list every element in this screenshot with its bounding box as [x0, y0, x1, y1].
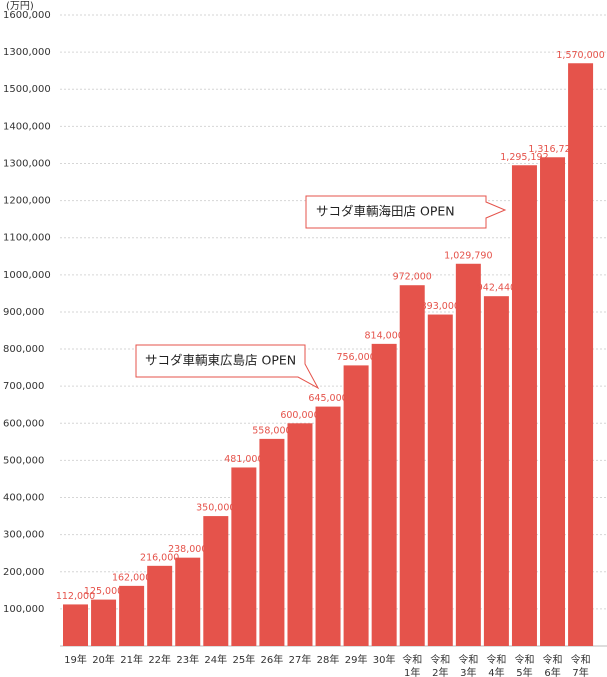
callout-box — [305, 195, 507, 229]
value-label: 162,000 — [112, 572, 151, 583]
value-label: 972,000 — [393, 272, 432, 283]
bar — [147, 565, 173, 646]
bar — [343, 365, 369, 646]
value-label: 125,000 — [84, 586, 123, 597]
y-tick-label: 1300,000 — [3, 158, 51, 169]
annotation: サコダ車輌東広島店 OPEN — [145, 353, 296, 368]
bar — [63, 604, 88, 646]
x-tick-line: 7年 — [572, 666, 588, 677]
value-label: 216,000 — [140, 552, 179, 563]
x-tick-line: 令和 — [458, 653, 478, 666]
bar — [427, 314, 453, 646]
value-label: 893,000 — [421, 301, 460, 312]
bar — [175, 557, 201, 646]
y-tick-label: 1200,000 — [3, 196, 51, 207]
x-tick-label: 令和 2年 — [430, 653, 450, 677]
y-tick-label: 900,000 — [3, 307, 44, 318]
x-tick-line: 5年 — [516, 666, 532, 677]
x-tick-line: 2年 — [432, 666, 448, 677]
y-tick-label: 200,000 — [3, 567, 44, 578]
x-tick-label: 27年 — [289, 653, 312, 666]
x-tick-label: 22年 — [148, 653, 171, 666]
y-tick-label: 100,000 — [3, 604, 44, 615]
y-tick-label: 700,000 — [3, 381, 44, 392]
value-label: 942,440 — [477, 283, 516, 294]
bar — [540, 157, 566, 646]
x-tick-line: 3年 — [460, 666, 476, 677]
x-tick-label: 令和 1年 — [402, 653, 422, 677]
x-tick-label: 令和 5年 — [514, 653, 534, 677]
value-label: 481,000 — [224, 454, 263, 465]
value-label: 600,000 — [280, 410, 319, 421]
x-tick-line: 1年 — [404, 666, 420, 677]
x-tick-line: 令和 — [571, 653, 591, 666]
x-tick-line: 6年 — [544, 666, 560, 677]
value-label: 1,316,729 — [528, 144, 576, 155]
bar — [315, 406, 341, 646]
x-tick-label: 23年 — [176, 653, 199, 666]
annotation: サコダ車輌海田店 OPEN — [316, 204, 455, 219]
value-label: 558,000 — [252, 425, 291, 436]
bar — [231, 467, 257, 646]
x-tick-label: 令和 6年 — [543, 653, 563, 677]
x-tick-line: 令和 — [430, 653, 450, 666]
x-tick-label: 令和 4年 — [486, 653, 506, 677]
y-tick-label: 400,000 — [3, 493, 44, 504]
bar — [91, 599, 117, 646]
value-label: 814,000 — [365, 330, 404, 341]
x-tick-label: 20年 — [92, 653, 115, 666]
callout-box — [135, 344, 320, 390]
x-tick-line: 令和 — [514, 653, 534, 666]
y-tick-label: 600,000 — [3, 418, 44, 429]
value-label: 238,000 — [168, 544, 207, 555]
bar — [511, 165, 537, 647]
x-tick-line: 令和 — [486, 653, 506, 666]
x-tick-label: 令和 7年 — [571, 653, 591, 677]
y-tick-label: 1000,000 — [3, 270, 51, 281]
bar — [483, 296, 509, 646]
x-tick-label: 30年 — [373, 653, 396, 666]
bar — [203, 516, 229, 646]
y-tick-label: 1400,000 — [3, 121, 51, 132]
x-tick-label: 26年 — [261, 653, 284, 666]
x-tick-label: 25年 — [232, 653, 255, 666]
y-tick-label: 300,000 — [3, 530, 44, 541]
bar — [259, 438, 285, 646]
y-tick-label: 500,000 — [3, 455, 44, 466]
x-tick-line: 令和 — [402, 653, 422, 666]
x-tick-label: 28年 — [317, 653, 340, 666]
x-tick-label: 29年 — [345, 653, 368, 666]
x-tick-label: 令和 3年 — [458, 653, 478, 677]
bar — [455, 263, 481, 646]
value-label: 645,000 — [308, 393, 347, 404]
y-tick-label: 1100,000 — [3, 233, 51, 244]
value-label: 112,000 — [56, 591, 95, 602]
y-tick-label: 1300,000 — [3, 47, 51, 58]
x-tick-line: 4年 — [488, 666, 504, 677]
value-label: 350,000 — [196, 503, 235, 514]
x-tick-line: 令和 — [543, 653, 563, 666]
value-label: 1,570,000 — [556, 50, 604, 61]
unit-label: (万円) — [6, 1, 34, 12]
x-tick-label: 21年 — [120, 653, 143, 666]
bar — [568, 63, 594, 647]
bar — [371, 343, 397, 646]
x-tick-label: 24年 — [204, 653, 227, 666]
bar — [287, 423, 313, 646]
bar — [399, 285, 425, 646]
y-tick-label: 800,000 — [3, 344, 44, 355]
bar — [119, 585, 145, 646]
y-tick-label: 1600,000 — [3, 10, 51, 21]
value-label: 756,000 — [336, 352, 375, 363]
x-tick-label: 19年 — [64, 653, 87, 666]
value-label: 1,295,192 — [500, 152, 548, 163]
value-label: 1,029,790 — [444, 250, 492, 261]
y-tick-label: 1500,000 — [3, 84, 51, 95]
